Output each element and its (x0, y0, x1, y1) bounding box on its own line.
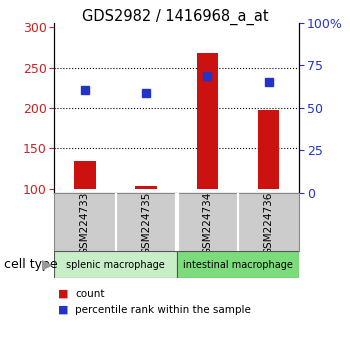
Bar (74, 161, 96, 189)
Text: ▶: ▶ (42, 258, 52, 272)
Text: percentile rank within the sample: percentile rank within the sample (75, 305, 251, 315)
Text: intestinal macrophage: intestinal macrophage (183, 259, 293, 270)
Bar (177, 251, 299, 278)
Text: GSM224734: GSM224734 (202, 192, 212, 255)
Text: GSM224733: GSM224733 (80, 192, 90, 255)
Bar (54, 251, 177, 278)
Bar (197, 53, 218, 189)
Bar (258, 110, 279, 189)
Text: count: count (75, 289, 105, 299)
Text: splenic macrophage: splenic macrophage (66, 259, 165, 270)
Text: cell type: cell type (4, 258, 57, 271)
Text: GSM224735: GSM224735 (141, 192, 151, 255)
Text: GDS2982 / 1416968_a_at: GDS2982 / 1416968_a_at (82, 9, 268, 25)
Bar (135, 187, 157, 189)
Text: ■: ■ (58, 305, 68, 315)
Text: GSM224736: GSM224736 (264, 192, 274, 255)
Text: ■: ■ (58, 289, 68, 299)
